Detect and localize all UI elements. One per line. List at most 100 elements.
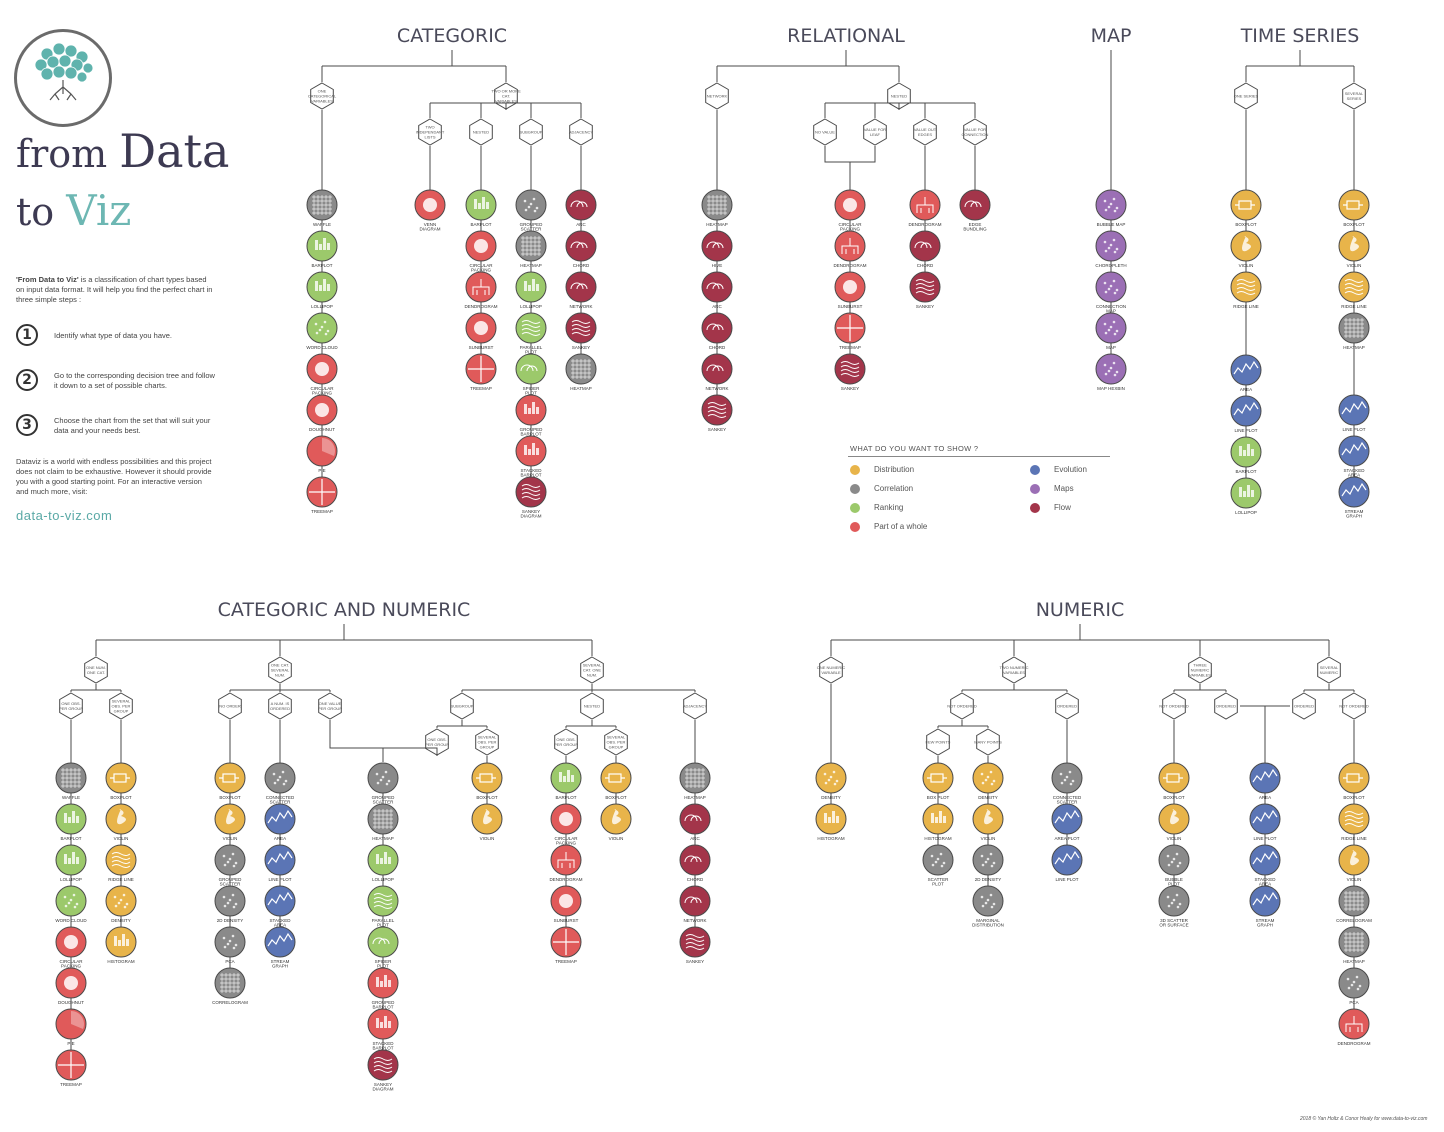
chart-type-node[interactable]: PIE: [306, 435, 338, 473]
chart-type-node[interactable]: PIE: [55, 1008, 87, 1046]
outro-text: Dataviz is a world with endless possibil…: [16, 457, 212, 496]
chart-circle: [679, 803, 711, 835]
chart-circle: [834, 353, 866, 385]
node-label: ONE NUMERIC: [817, 665, 846, 670]
chart-label: VIOLIN: [480, 836, 495, 841]
legend-swatch: [850, 484, 860, 494]
chart-type-node[interactable]: TREEMAP: [55, 1049, 87, 1087]
legend-swatch: [850, 503, 860, 513]
chart-label: VIOLIN: [609, 836, 624, 841]
chart-type-node[interactable]: SANKEY: [834, 353, 866, 391]
chart-type-node[interactable]: HISTOGRAM: [815, 803, 847, 841]
chart-type-node[interactable]: SANKEY: [909, 271, 941, 309]
node-label: THREE: [1193, 662, 1207, 667]
chart-label: SANKEY: [686, 959, 704, 964]
node-label: CAT. ONE: [583, 667, 601, 672]
chart-circle: [367, 1049, 399, 1081]
node-label: SEVERAL: [607, 734, 626, 739]
legend-item-part-of-whole: Part of a whole: [850, 521, 960, 533]
node-hexagon: [1214, 692, 1238, 720]
node-label: VARIABLES: [1003, 670, 1025, 675]
chart-circle: [1249, 803, 1281, 835]
tree-edge: [429, 102, 582, 118]
chart-type-node[interactable]: TREEMAP: [465, 353, 497, 391]
chart-type-node[interactable]: SANKEY: [679, 926, 711, 964]
chart-label: DENDROGRAM: [1337, 1041, 1370, 1046]
node-hexagon: [318, 692, 342, 720]
chart-type-node[interactable]: TREEMAP: [550, 926, 582, 964]
tree-edge: [1245, 50, 1355, 82]
node-hexagon: [1162, 692, 1186, 720]
chart-type-node[interactable]: LOLLIPOP: [1230, 477, 1262, 515]
chart-circle: [1051, 803, 1083, 835]
chart-type-node[interactable]: SANKEY: [701, 394, 733, 432]
node-hexagon: [913, 118, 937, 146]
chart-circle: [1338, 803, 1370, 835]
chart-label: STREAM: [271, 959, 290, 964]
node-hexagon: [418, 118, 442, 146]
chart-circle: [367, 926, 399, 958]
legend-swatch: [1030, 465, 1040, 475]
chart-type-node[interactable]: TREEMAP: [306, 476, 338, 514]
chart-type-node[interactable]: CORRELOGRAM: [212, 967, 248, 1005]
decision-node: ADJACENCY: [683, 692, 708, 720]
decision-node: FEW POINTS: [926, 728, 951, 756]
chart-label: GRAPH: [1257, 923, 1273, 928]
node-label: ONE OBS.: [556, 737, 575, 742]
chart-circle: [679, 885, 711, 917]
tree-edge: [1303, 684, 1355, 692]
chart-circle: [679, 926, 711, 958]
chart-circle: [1230, 271, 1262, 303]
node-label: TWO: [425, 124, 434, 129]
node-hexagon: [268, 656, 292, 684]
chart-circle: [515, 476, 547, 508]
website-link[interactable]: data-to-viz.com: [16, 508, 113, 523]
chart-label: TREEMAP: [555, 959, 577, 964]
step-text: Identify what type of data you have.: [54, 331, 172, 340]
node-label: ONE CAT.: [87, 670, 105, 675]
chart-type-node[interactable]: MAP HEXBIN: [1095, 353, 1127, 391]
node-label: VARIABLE: [821, 670, 841, 675]
tree-logo: [14, 29, 112, 127]
chart-circle: [1230, 354, 1262, 386]
chart-label: SANKEY: [374, 1082, 392, 1087]
chart-label: DIAGRAM: [372, 1087, 393, 1092]
node-label: EDGES: [918, 132, 932, 137]
tree-edge: [961, 684, 1068, 692]
decision-node: NOT ORDERED: [1159, 692, 1189, 720]
node-label: VALUE FOR: [864, 127, 886, 132]
node-hexagon: [84, 656, 108, 684]
node-hexagon: [218, 692, 242, 720]
chart-type-node[interactable]: LINE PLOT: [1051, 844, 1083, 882]
chart-circle: [264, 885, 296, 917]
chart-type-node[interactable]: DENDROGRAM: [1337, 1008, 1371, 1046]
section-title: MAP: [1091, 25, 1132, 47]
node-label: SEVERAL: [1320, 665, 1339, 670]
decision-node: SUBGROUP: [450, 692, 474, 720]
chart-type-node[interactable]: VIOLIN: [600, 803, 632, 841]
node-label: ADJACENCY: [683, 703, 708, 708]
node-label: MANY POINTS: [974, 739, 1002, 744]
chart-circle: [515, 353, 547, 385]
chart-label: HISTOGRAM: [817, 836, 844, 841]
node-label: PER GROUP: [318, 706, 342, 711]
node-label: GROUP: [480, 744, 495, 749]
chart-label: SCATTER: [928, 877, 949, 882]
chart-type-node[interactable]: HEATMAP: [565, 353, 597, 391]
chart-type-node[interactable]: HISTOGRAM: [105, 926, 137, 964]
chart-type-node[interactable]: VIOLIN: [471, 803, 503, 841]
